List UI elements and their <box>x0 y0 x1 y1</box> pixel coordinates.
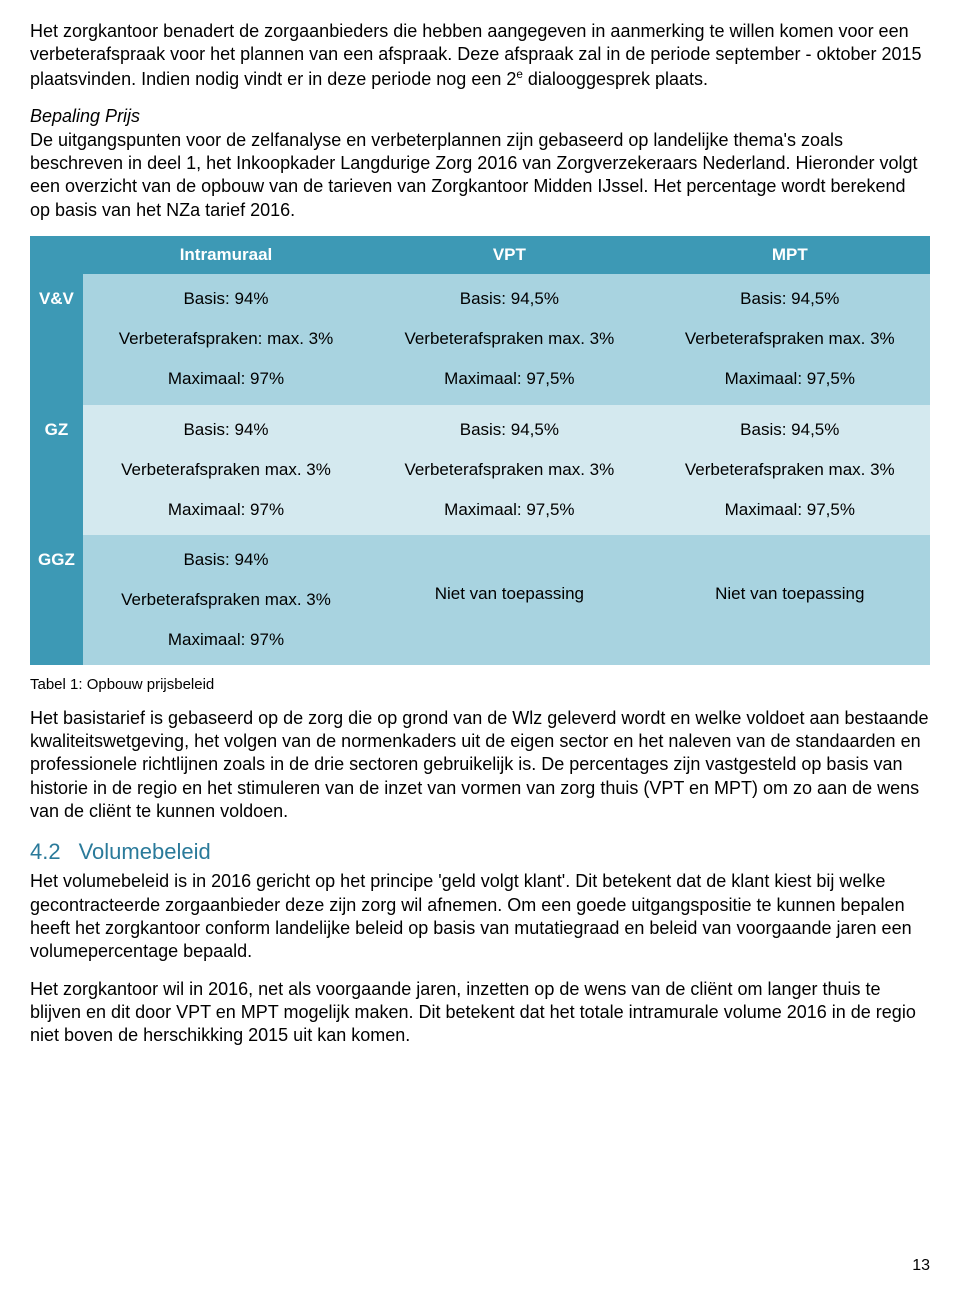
table-corner <box>30 236 83 274</box>
table-cell: Basis: 94% Verbeterafspraken max. 3% Maxim… <box>83 535 369 665</box>
section-title: Volumebeleid <box>79 839 211 864</box>
table-cell: Basis: 94,5% Verbeterafspraken max. 3% Max… <box>650 274 930 404</box>
table-cell: Basis: 94,5% Verbeterafspraken max. 3% Max… <box>369 274 649 404</box>
italic-subheading: Bepaling Prijs <box>30 105 930 128</box>
pricing-table: Intramuraal VPT MPT V&V Basis: 94% Verbete… <box>30 236 930 665</box>
paragraph-bepaling: Bepaling Prijs De uitgangspunten voor de… <box>30 105 930 222</box>
table-cell: Niet van toepassing <box>369 535 649 665</box>
cell-line: Basis: 94% <box>91 419 361 441</box>
cell-line: Verbeterafspraken max. 3% <box>658 459 922 481</box>
cell-line: Verbeterafspraken: max. 3% <box>91 328 361 350</box>
section-heading: 4.2 Volumebeleid <box>30 838 930 867</box>
table-row: GZ Basis: 94% Verbeterafspraken max. 3% Max… <box>30 405 930 535</box>
row-header: GGZ <box>30 535 83 665</box>
table-cell: Basis: 94,5% Verbeterafspraken max. 3% Max… <box>369 405 649 535</box>
col-header: MPT <box>650 236 930 274</box>
cell-line: Basis: 94,5% <box>377 419 641 441</box>
table-cell: Niet van toepassing <box>650 535 930 665</box>
cell-line: Verbeterafspraken max. 3% <box>377 459 641 481</box>
cell-line: Maximaal: 97,5% <box>658 499 922 521</box>
table-cell: Basis: 94% Verbeterafspraken: max. 3% Maxi… <box>83 274 369 404</box>
paragraph-basistarief: Het basistarief is gebaseerd op de zorg … <box>30 707 930 824</box>
cell-na: Niet van toepassing <box>658 549 922 605</box>
text: Het volumebeleid is in 2016 gericht op h… <box>30 870 930 964</box>
cell-line: Maximaal: 97,5% <box>377 499 641 521</box>
cell-line: Basis: 94% <box>91 288 361 310</box>
table-caption: Tabel 1: Opbouw prijsbeleid <box>30 675 930 695</box>
table-cell: Basis: 94,5% Verbeterafspraken max. 3% Max… <box>650 405 930 535</box>
table-row: GGZ Basis: 94% Verbeterafspraken max. 3% Ma… <box>30 535 930 665</box>
cell-line: Verbeterafspraken max. 3% <box>91 459 361 481</box>
paragraph-volumebeleid: Het volumebeleid is in 2016 gericht op h… <box>30 870 930 964</box>
table-cell: Basis: 94% Verbeterafspraken max. 3% Maxim… <box>83 405 369 535</box>
row-header: V&V <box>30 274 83 404</box>
text: De uitgangspunten voor de zelfanalyse en… <box>30 130 918 220</box>
paragraph-intro: Het zorgkantoor benadert de zorgaanbiede… <box>30 20 930 91</box>
table-row: V&V Basis: 94% Verbeterafspraken: max. 3% M… <box>30 274 930 404</box>
section-number: 4.2 <box>30 839 61 864</box>
cell-line: Verbeterafspraken max. 3% <box>91 589 361 611</box>
paragraph-zorgkantoor: Het zorgkantoor wil in 2016, net als voo… <box>30 978 930 1048</box>
col-header: Intramuraal <box>83 236 369 274</box>
cell-line: Maximaal: 97% <box>91 368 361 390</box>
cell-line: Maximaal: 97% <box>91 629 361 651</box>
row-header: GZ <box>30 405 83 535</box>
cell-line: Maximaal: 97% <box>91 499 361 521</box>
text: Het basistarief is gebaseerd op de zorg … <box>30 707 930 824</box>
cell-line: Basis: 94,5% <box>658 288 922 310</box>
col-header: VPT <box>369 236 649 274</box>
text: Het zorgkantoor wil in 2016, net als voo… <box>30 978 930 1048</box>
cell-line: Maximaal: 97,5% <box>658 368 922 390</box>
page-number: 13 <box>912 1256 930 1277</box>
cell-line: Basis: 94% <box>91 549 361 571</box>
cell-line: Maximaal: 97,5% <box>377 368 641 390</box>
cell-line: Verbeterafspraken max. 3% <box>377 328 641 350</box>
text: dialooggesprek plaats. <box>523 69 708 89</box>
text: Het zorgkantoor benadert de zorgaanbiede… <box>30 21 922 89</box>
cell-na: Niet van toepassing <box>377 549 641 605</box>
cell-line: Basis: 94,5% <box>658 419 922 441</box>
cell-line: Basis: 94,5% <box>377 288 641 310</box>
cell-line: Verbeterafspraken max. 3% <box>658 328 922 350</box>
